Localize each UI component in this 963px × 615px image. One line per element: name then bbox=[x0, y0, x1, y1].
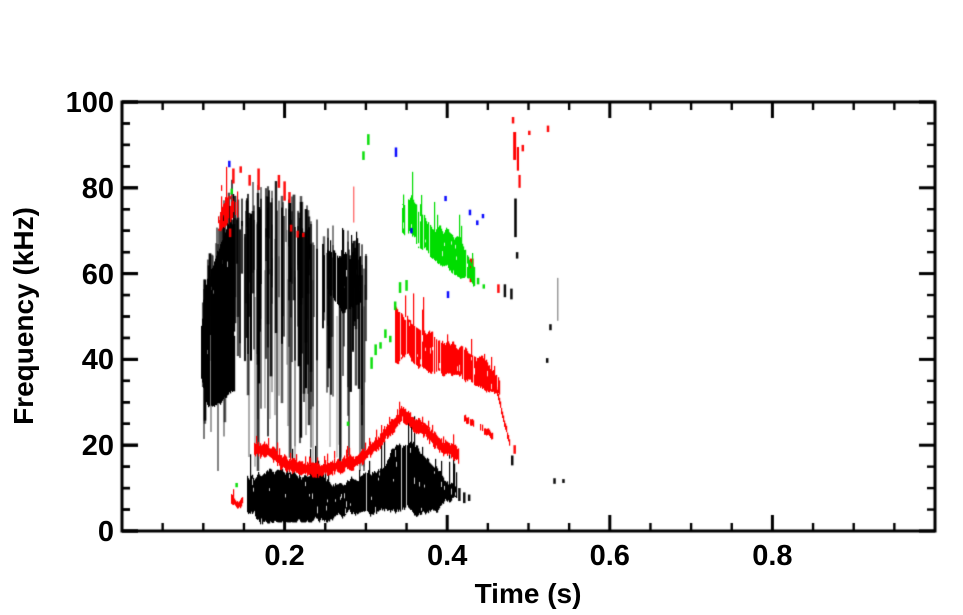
y-tick-label-20: 20 bbox=[81, 430, 114, 463]
x-tick-label-0.4: 0.4 bbox=[427, 540, 468, 572]
x-axis-label: Time (s) bbox=[474, 578, 582, 609]
y-tick-label-100: 100 bbox=[65, 87, 114, 119]
x-tick-label-0.8: 0.8 bbox=[752, 540, 793, 572]
x-tick-label-0.6: 0.6 bbox=[589, 540, 630, 572]
x-tick-label-0.2: 0.2 bbox=[264, 540, 305, 572]
y-tick-label-0: 0 bbox=[97, 516, 114, 548]
y-tick-label-40: 40 bbox=[81, 344, 114, 377]
y-tick-label-80: 80 bbox=[81, 172, 114, 205]
y-tick-label-60: 60 bbox=[81, 258, 114, 291]
y-axis-label: Frequency (kHz) bbox=[8, 207, 39, 425]
